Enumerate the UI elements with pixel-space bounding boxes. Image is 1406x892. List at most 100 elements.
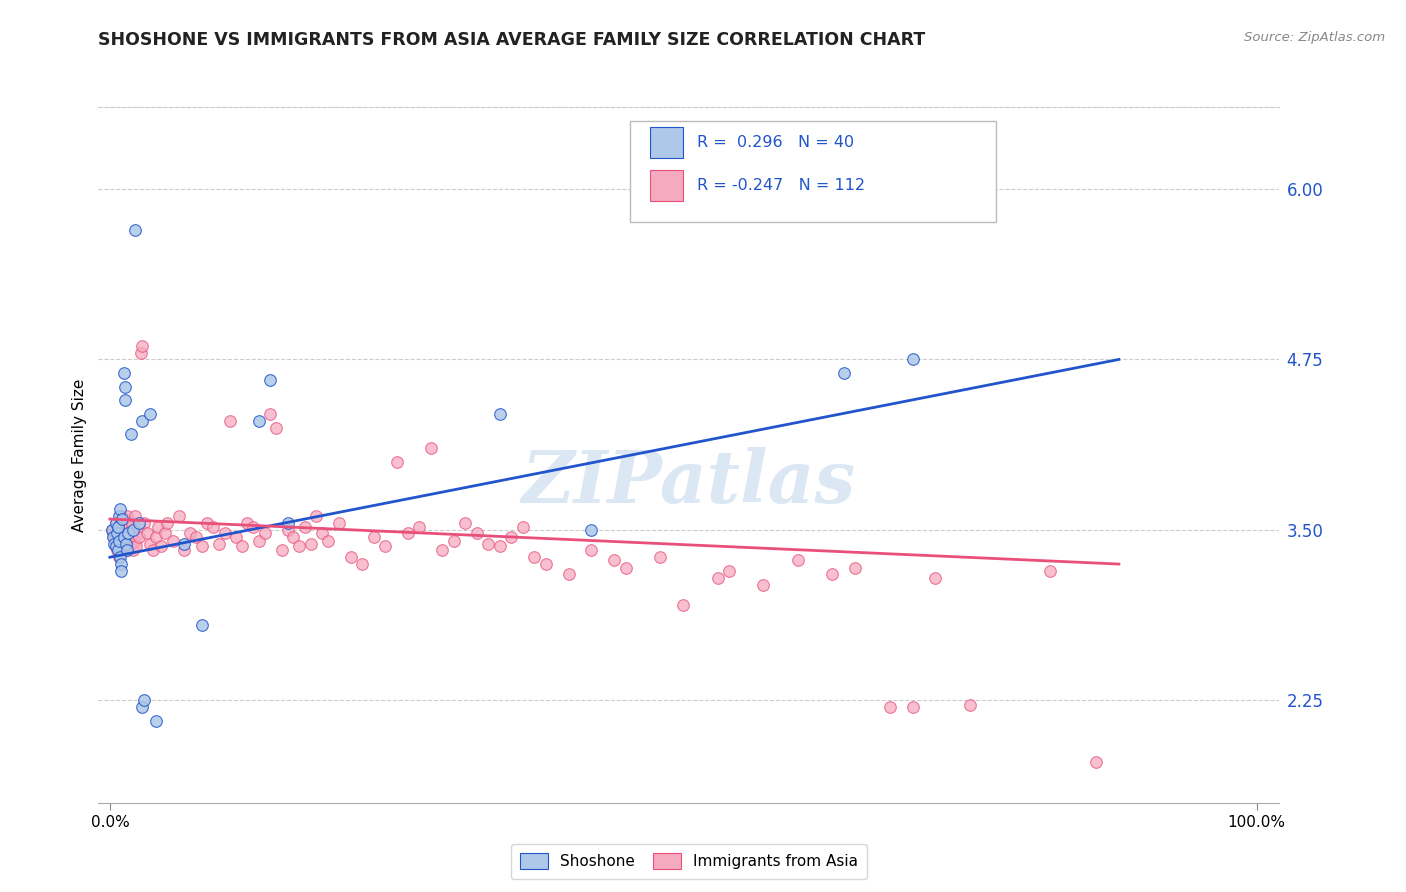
Point <box>117 525 139 540</box>
Point <box>959 698 981 712</box>
Point <box>195 516 218 530</box>
Point <box>465 525 488 540</box>
Point <box>247 533 270 548</box>
Point <box>396 525 419 540</box>
Point <box>101 523 124 537</box>
Point <box>112 512 135 526</box>
Point <box>107 520 129 534</box>
Point <box>104 516 127 530</box>
Text: Source: ZipAtlas.com: Source: ZipAtlas.com <box>1244 31 1385 45</box>
Point <box>115 536 138 550</box>
Point <box>488 539 510 553</box>
Point <box>153 525 176 540</box>
Point <box>242 520 264 534</box>
Point <box>1085 755 1108 769</box>
Point <box>103 530 125 544</box>
Point <box>101 523 124 537</box>
Point <box>118 520 141 534</box>
Point <box>114 393 136 408</box>
Point <box>219 414 242 428</box>
Point <box>134 516 156 530</box>
Point <box>672 598 695 612</box>
Point <box>1039 564 1062 578</box>
Point <box>134 693 156 707</box>
Point <box>294 520 316 534</box>
Point <box>162 533 184 548</box>
FancyBboxPatch shape <box>630 121 995 222</box>
Point <box>236 516 259 530</box>
Point <box>374 539 396 553</box>
Point <box>443 533 465 548</box>
Point <box>208 536 231 550</box>
Legend: Shoshone, Immigrants from Asia: Shoshone, Immigrants from Asia <box>510 844 868 879</box>
Point <box>581 523 603 537</box>
Point <box>104 536 127 550</box>
Point <box>108 539 131 553</box>
Point <box>270 543 292 558</box>
Point <box>104 516 127 530</box>
Point <box>117 525 139 540</box>
Point <box>112 530 135 544</box>
Point <box>231 539 253 553</box>
Point <box>120 530 142 544</box>
Point <box>114 530 136 544</box>
Point <box>924 571 946 585</box>
Point <box>316 533 339 548</box>
Point <box>202 520 225 534</box>
Point <box>128 530 150 544</box>
Point <box>120 536 142 550</box>
Point <box>105 543 128 558</box>
Point <box>752 577 775 591</box>
Point <box>108 502 131 516</box>
Point <box>124 509 146 524</box>
Point <box>156 516 179 530</box>
Point <box>214 525 236 540</box>
Point <box>129 345 152 359</box>
Point <box>363 530 385 544</box>
Point <box>128 520 150 534</box>
Point <box>146 520 169 534</box>
Bar <box>650 127 683 158</box>
Point <box>111 512 134 526</box>
Point <box>131 414 153 428</box>
Point <box>124 533 146 548</box>
Point <box>901 352 924 367</box>
Point <box>277 523 299 537</box>
Point <box>288 539 311 553</box>
Point <box>190 618 212 632</box>
Point <box>115 516 138 530</box>
Point <box>108 530 131 544</box>
Point <box>108 550 131 565</box>
Point <box>259 407 281 421</box>
Point <box>107 533 129 548</box>
Point <box>184 530 207 544</box>
Point <box>557 566 579 581</box>
Point <box>108 509 131 524</box>
Point <box>110 543 132 558</box>
Point <box>111 536 134 550</box>
Point <box>844 561 866 575</box>
Point <box>115 543 138 558</box>
Point <box>145 530 167 544</box>
Point <box>190 539 212 553</box>
Point <box>408 520 430 534</box>
Point <box>105 520 128 534</box>
Text: ZIPatlas: ZIPatlas <box>522 447 856 518</box>
Point <box>107 543 129 558</box>
Point <box>108 533 131 548</box>
Point <box>259 373 281 387</box>
Point <box>420 441 443 455</box>
Point <box>488 407 510 421</box>
Point <box>247 414 270 428</box>
Point <box>523 550 546 565</box>
Point <box>105 525 128 540</box>
Point <box>145 714 167 728</box>
Point <box>385 455 408 469</box>
Bar <box>650 169 683 201</box>
Point <box>112 525 135 540</box>
Point <box>115 509 138 524</box>
Point <box>581 543 603 558</box>
Point <box>879 700 901 714</box>
Point <box>786 553 808 567</box>
Point <box>107 525 129 540</box>
